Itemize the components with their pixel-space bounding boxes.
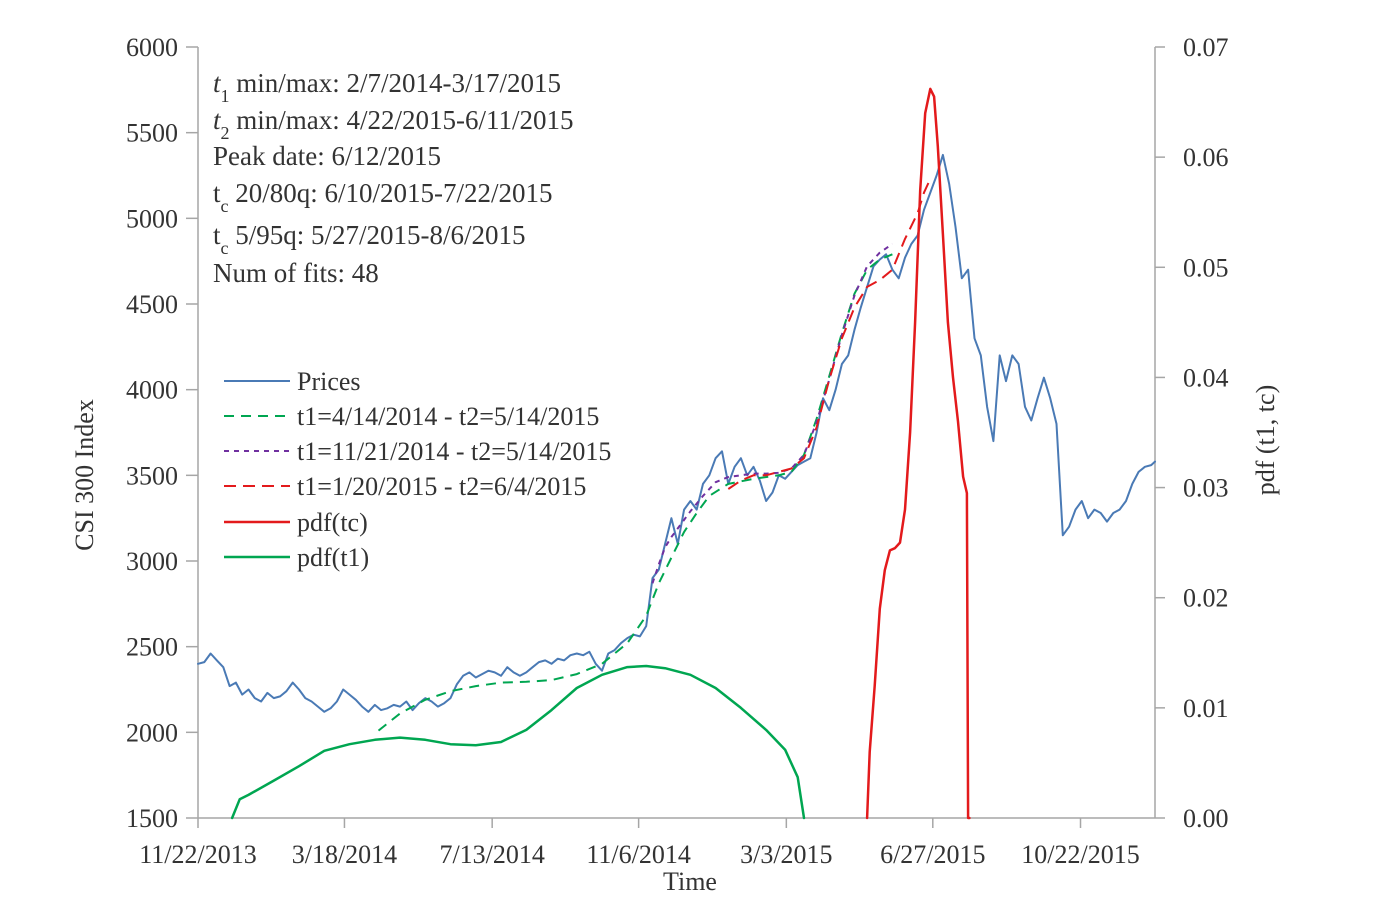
y2-tick-label: 0.06: [1183, 143, 1229, 172]
legend: Prices t1=4/14/2014 - t2=5/14/2015 t1=11/2…: [224, 367, 611, 572]
y2-axis-title: pdf (t1, tc): [1251, 385, 1280, 495]
x-tick-label: 6/27/2015: [880, 840, 985, 869]
legend-label-1: t1=4/14/2014 - t2=5/14/2015: [297, 402, 599, 431]
annotation-line: tc 20/80q: 6/10/2015-7/22/2015: [213, 178, 553, 216]
annotation-line: t2 min/max: 4/22/2015-6/11/2015: [213, 105, 574, 143]
y-tick-label: 3500: [126, 461, 178, 490]
legend-label-5: pdf(t1): [297, 543, 369, 572]
y-tick-label: 5000: [126, 204, 178, 233]
y2-tick-label: 0.01: [1183, 694, 1229, 723]
annotation-line: Num of fits: 48: [213, 258, 379, 288]
y-tick-label: 1500: [126, 804, 178, 833]
x-tick-label: 10/22/2015: [1021, 840, 1139, 869]
x-tick-label: 11/22/2013: [139, 840, 256, 869]
x-tick-label: 3/3/2015: [740, 840, 832, 869]
x-axis-title: Time: [663, 867, 717, 896]
annotation-line: Peak date: 6/12/2015: [213, 141, 441, 171]
y-tick-label: 2500: [126, 633, 178, 662]
x-tick-label: 7/13/2014: [439, 840, 544, 869]
y2-tick-label: 0.03: [1183, 474, 1229, 503]
axes: 1500 2000 2500 3000 3500 4000 4500 5000 5500 6000…: [126, 33, 1229, 869]
legend-label-0: Prices: [297, 367, 361, 396]
y-tick-label: 2000: [126, 718, 178, 747]
series-line-3: [727, 178, 932, 490]
y2-tick-label: 0.04: [1183, 363, 1229, 392]
series-line-1: [377, 253, 893, 732]
y2-tick-label: 0.05: [1183, 253, 1229, 282]
y-tick-label: 5500: [126, 119, 178, 148]
series-line-4: [865, 87, 971, 820]
y2-tick-label: 0.07: [1183, 33, 1229, 62]
annotation-line: t1 min/max: 2/7/2014-3/17/2015: [213, 68, 561, 106]
y-tick-label: 4500: [126, 290, 178, 319]
x-tick-label: 11/6/2014: [586, 840, 690, 869]
y-tick-label: 6000: [126, 33, 178, 62]
legend-label-4: pdf(tc): [297, 508, 368, 537]
y2-tick-label: 0.00: [1183, 804, 1229, 833]
x-tick-label: 3/18/2014: [292, 840, 397, 869]
series-line-2: [651, 243, 893, 584]
plot-area: [197, 87, 1156, 820]
annotation-line: tc 5/95q: 5/27/2015-8/6/2015: [213, 220, 526, 258]
legend-label-2: t1=11/21/2014 - t2=5/14/2015: [297, 437, 611, 466]
y2-tick-label: 0.02: [1183, 584, 1229, 613]
legend-label-3: t1=1/20/2015 - t2=6/4/2015: [297, 472, 586, 501]
y-tick-label: 3000: [126, 547, 178, 576]
y-axis-title: CSI 300 Index: [70, 399, 99, 551]
y-tick-label: 4000: [126, 376, 178, 405]
series-line-5: [230, 664, 806, 820]
